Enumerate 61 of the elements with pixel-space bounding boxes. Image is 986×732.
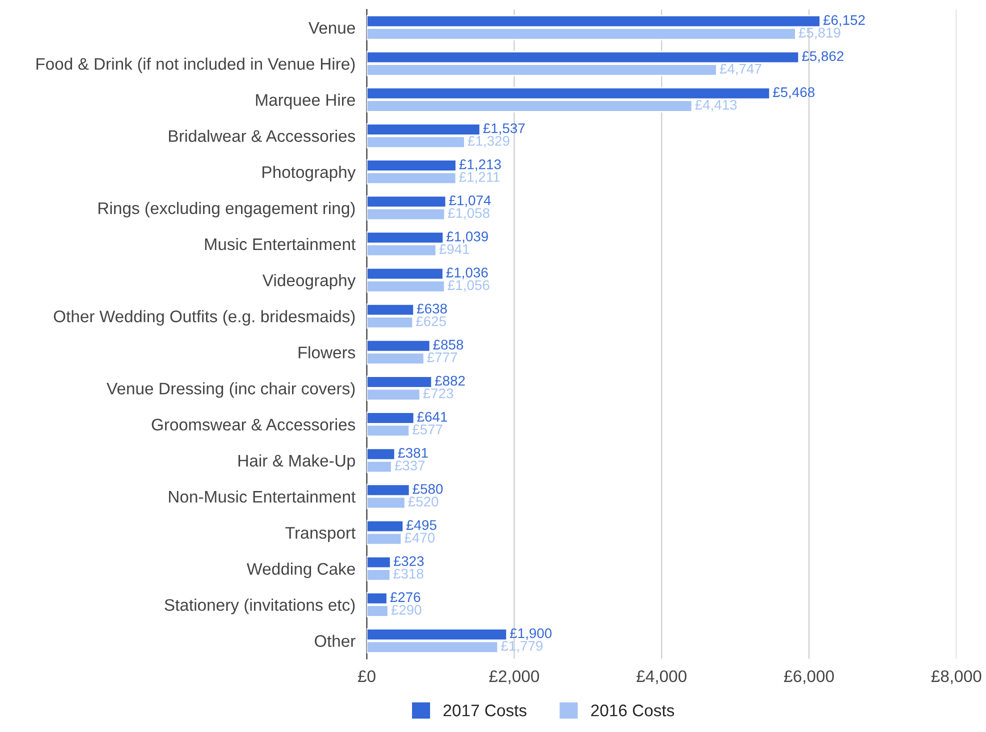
data-label: £625 xyxy=(416,316,446,326)
data-label: £1,058 xyxy=(448,208,490,220)
y-tick-label: Other xyxy=(314,634,356,647)
y-tick-label: Wedding Cake xyxy=(246,562,355,578)
y-tick-label: Groomswear & Accessories xyxy=(152,418,356,431)
data-label: £638 xyxy=(416,304,447,314)
y-tick-label: Venue xyxy=(308,22,355,34)
data-label: £858 xyxy=(433,340,464,350)
x-tick-label: £6,000 xyxy=(784,670,834,684)
data-label: £5,862 xyxy=(802,51,844,63)
data-label: £290 xyxy=(391,604,422,615)
data-label: £777 xyxy=(427,352,458,362)
y-tick-label: Bridalwear & Accessories xyxy=(169,130,356,142)
data-label: £1,039 xyxy=(446,232,488,244)
data-label: £1,074 xyxy=(449,195,491,207)
data-label: £941 xyxy=(439,244,470,254)
y-tick-label: Venue Dressing (inc chair covers) xyxy=(106,382,355,398)
x-tick-label: £2,000 xyxy=(489,670,540,684)
legend-label: 2017 Costs xyxy=(444,704,526,716)
y-tick-label: Marquee Hire xyxy=(256,94,355,110)
data-label: £580 xyxy=(412,484,443,494)
data-label: £5,819 xyxy=(798,28,840,40)
data-label: £4,413 xyxy=(695,100,737,112)
y-tick-label: Transport xyxy=(285,527,356,542)
y-tick-label: Other Wedding Outfits (e.g. bridesmaids) xyxy=(54,310,355,326)
data-label: £318 xyxy=(393,568,424,579)
data-label: £723 xyxy=(423,388,454,398)
data-label: £1,537 xyxy=(483,123,525,135)
data-label: £1,036 xyxy=(446,268,488,280)
data-label: £1,329 xyxy=(468,136,510,148)
x-tick-label: £8,000 xyxy=(931,670,982,684)
data-label: £577 xyxy=(412,424,442,434)
x-tick-label: £0 xyxy=(358,670,376,682)
y-tick-label: Flowers xyxy=(298,346,356,358)
y-tick-label: Rings (excluding engagement ring) xyxy=(98,202,355,218)
data-label: £1,900 xyxy=(510,628,552,640)
data-label: £1,779 xyxy=(501,640,543,652)
data-label: £495 xyxy=(406,520,436,530)
y-tick-label: Stationery (invitations etc) xyxy=(164,598,355,614)
data-label: £381 xyxy=(398,448,428,458)
data-label: £337 xyxy=(394,460,425,470)
data-label: £323 xyxy=(394,556,424,566)
data-label: £276 xyxy=(390,592,420,602)
y-tick-label: Food & Drink (if not included in Venue Hire) xyxy=(36,58,355,74)
data-label: £1,056 xyxy=(448,280,490,292)
x-tick-label: £4,000 xyxy=(636,670,686,684)
data-label: £4,747 xyxy=(720,64,762,76)
y-tick-label: Photography xyxy=(262,166,356,182)
y-tick-label: Videography xyxy=(262,274,356,290)
data-label: £1,213 xyxy=(459,159,501,171)
y-tick-label: Hair & Make-Up xyxy=(238,454,355,470)
y-tick-label: Non-Music Entertainment xyxy=(169,490,356,503)
data-label: £5,468 xyxy=(772,87,814,99)
data-label: £470 xyxy=(404,532,435,543)
data-label: £641 xyxy=(417,412,448,422)
y-tick-label: Music Entertainment xyxy=(205,238,356,250)
data-label: £520 xyxy=(408,496,438,507)
legend-label: 2016 Costs xyxy=(591,704,674,716)
data-label: £882 xyxy=(434,376,465,386)
data-label: £6,152 xyxy=(823,15,865,27)
data-label: £1,211 xyxy=(459,172,500,184)
